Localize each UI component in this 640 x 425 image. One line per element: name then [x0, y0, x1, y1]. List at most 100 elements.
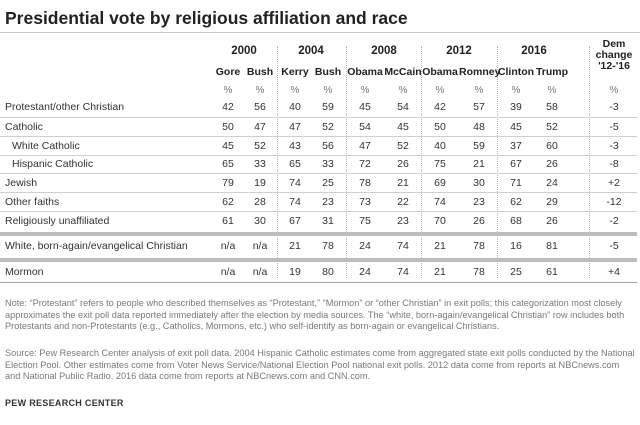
- row-label: Religiously unaffiliated: [5, 215, 110, 227]
- percent-symbol: %: [223, 85, 233, 96]
- vote-share-cell: 21: [473, 158, 485, 170]
- vote-share-cell: 74: [289, 196, 301, 208]
- vote-share-cell: 42: [434, 101, 446, 113]
- section-divider: [0, 258, 637, 262]
- vote-share-cell: 19: [254, 177, 266, 189]
- vote-share-cell: 21: [397, 177, 409, 189]
- vote-share-cell: 37: [510, 140, 522, 152]
- column-separator: [277, 46, 278, 278]
- row-divider: [0, 155, 637, 156]
- candidate-header: Bush: [314, 66, 342, 78]
- table-note: Note: “Protestant” refers to people who …: [5, 298, 625, 332]
- vote-share-cell: 67: [510, 158, 522, 170]
- row-label: Jewish: [5, 177, 38, 189]
- vote-share-cell: 21: [289, 240, 301, 252]
- row-label: Catholic: [5, 121, 43, 133]
- vote-share-cell: 69: [434, 177, 446, 189]
- candidate-header: Obama: [347, 66, 383, 78]
- column-separator: [497, 46, 498, 278]
- vote-share-cell: 25: [322, 177, 334, 189]
- vote-share-cell: 60: [546, 140, 558, 152]
- vote-share-cell: 78: [473, 266, 485, 278]
- percent-symbol: %: [435, 85, 445, 96]
- vote-share-cell: 57: [473, 101, 485, 113]
- vote-share-cell: 30: [473, 177, 485, 189]
- vote-share-cell: 61: [222, 215, 234, 227]
- percent-symbol: %: [290, 85, 300, 96]
- vote-share-cell: 65: [222, 158, 234, 170]
- year-header: 2008: [371, 45, 397, 57]
- vote-share-cell: 48: [473, 121, 485, 133]
- vote-share-cell: 71: [510, 177, 522, 189]
- percent-symbol: %: [360, 85, 370, 96]
- vote-share-cell: 58: [546, 101, 558, 113]
- vote-share-cell: 59: [322, 101, 334, 113]
- table-source: Source: Pew Research Center analysis of …: [5, 348, 635, 382]
- vote-share-cell: 26: [546, 215, 558, 227]
- vote-share-cell: 50: [222, 121, 234, 133]
- vote-share-cell: 52: [322, 121, 334, 133]
- vote-share-cell: 54: [359, 121, 371, 133]
- vote-share-cell: n/a: [220, 266, 236, 278]
- pew-logo-text: PEW RESEARCH CENTER: [5, 398, 124, 408]
- vote-share-cell: 80: [322, 266, 334, 278]
- vote-share-cell: 78: [473, 240, 485, 252]
- percent-symbol: %: [511, 85, 521, 96]
- vote-share-cell: 40: [289, 101, 301, 113]
- vote-share-cell: 47: [254, 121, 266, 133]
- column-separator: [589, 46, 590, 278]
- row-label: White, born-again/evangelical Christian: [5, 240, 188, 252]
- dem-change-cell: -5: [609, 240, 619, 252]
- vote-share-cell: 52: [546, 121, 558, 133]
- row-divider: [0, 192, 637, 193]
- vote-share-cell: 21: [434, 266, 446, 278]
- candidate-header: Kerry: [281, 66, 309, 78]
- row-label: Mormon: [5, 266, 44, 278]
- vote-share-cell: 31: [322, 215, 334, 227]
- column-separator: [346, 46, 347, 278]
- title-divider: [0, 32, 640, 33]
- table-title: Presidential vote by religious affiliati…: [5, 8, 408, 28]
- vote-share-cell: 33: [254, 158, 266, 170]
- year-header: 2004: [298, 45, 324, 57]
- row-label: White Catholic: [12, 140, 80, 152]
- candidate-header: Romney: [459, 66, 501, 78]
- vote-share-cell: 52: [254, 140, 266, 152]
- dem-change-cell: -3: [609, 101, 619, 113]
- row-label: Other faiths: [5, 196, 60, 208]
- vote-share-cell: n/a: [252, 266, 268, 278]
- vote-share-cell: 52: [397, 140, 409, 152]
- percent-symbol: %: [255, 85, 265, 96]
- dem-change-cell: +2: [608, 177, 620, 189]
- year-header: 2000: [231, 45, 257, 57]
- column-separator: [421, 46, 422, 278]
- candidate-header: Gore: [215, 66, 241, 78]
- vote-share-cell: 45: [359, 101, 371, 113]
- vote-share-cell: n/a: [252, 240, 268, 252]
- vote-share-cell: 23: [322, 196, 334, 208]
- row-label: Protestant/other Christian: [5, 101, 125, 113]
- row-divider: [0, 173, 637, 174]
- percent-symbol: %: [609, 85, 619, 96]
- year-header: 2016: [521, 45, 547, 57]
- vote-share-cell: 45: [222, 140, 234, 152]
- vote-share-cell: 22: [397, 196, 409, 208]
- vote-share-cell: 24: [359, 266, 371, 278]
- vote-share-cell: 56: [322, 140, 334, 152]
- year-header: 2012: [446, 45, 472, 57]
- candidate-header: Obama: [422, 66, 458, 78]
- row-divider: [0, 117, 637, 118]
- vote-share-cell: 23: [473, 196, 485, 208]
- vote-share-cell: 59: [473, 140, 485, 152]
- vote-share-cell: 50: [434, 121, 446, 133]
- candidate-header: Bush: [246, 66, 274, 78]
- dem-change-header: Dem change '12-'16: [595, 38, 633, 72]
- vote-share-cell: 16: [510, 240, 522, 252]
- table-bottom-rule: [0, 282, 637, 283]
- vote-share-cell: 28: [254, 196, 266, 208]
- vote-share-cell: 45: [510, 121, 522, 133]
- vote-share-cell: 74: [397, 240, 409, 252]
- vote-share-cell: 70: [434, 215, 446, 227]
- candidate-header: McCain: [384, 66, 422, 78]
- candidate-header: Trump: [535, 66, 569, 78]
